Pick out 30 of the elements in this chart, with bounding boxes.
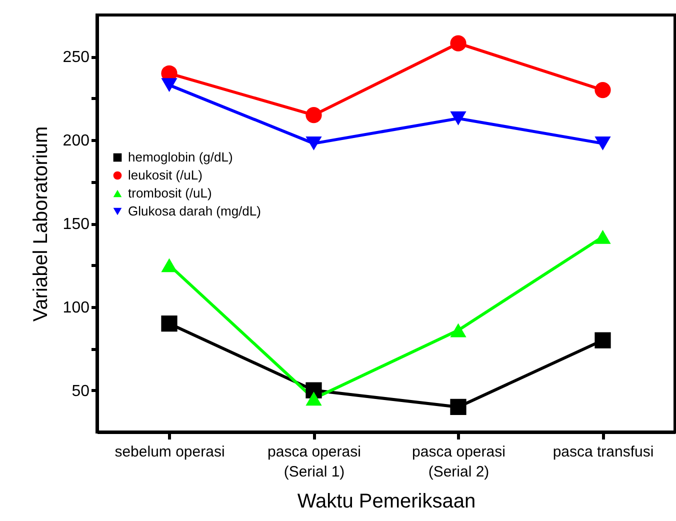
x-tick-label: pasca operasi (Serial 1): [268, 444, 361, 480]
point: [450, 35, 466, 52]
x-tick-label: pasca transfusi: [552, 444, 654, 460]
y-axis-title: Variabel Laboratorium: [30, 126, 52, 322]
point: [594, 332, 611, 348]
x-tick-label: sebelum operasi: [114, 444, 225, 460]
point: [161, 78, 178, 92]
point: [306, 392, 322, 406]
point: [306, 136, 322, 150]
point: [450, 323, 466, 338]
point: [161, 258, 178, 272]
legend-label: leukosit (/uL): [128, 168, 202, 182]
point: [306, 382, 322, 398]
point: [450, 398, 466, 416]
point: [306, 107, 322, 124]
legend-label: trombosit (/uL): [128, 186, 212, 200]
x-tick-label: pasca operasi (Serial 2): [412, 444, 506, 480]
y-tick-label: 150: [62, 216, 90, 233]
y-tick-label: 100: [62, 299, 90, 316]
point: [594, 230, 611, 244]
point: [594, 82, 611, 98]
x-axis-title: Waktu Pemeriksaan: [297, 490, 476, 512]
legend-label: Glukosa darah (mg/dL): [128, 204, 261, 218]
y-tick-label: 250: [62, 49, 90, 66]
legend-label: hemoglobin (g/dL): [128, 150, 233, 164]
y-tick-label: 200: [62, 132, 90, 150]
point: [594, 136, 611, 150]
point: [161, 316, 178, 332]
y-tick-label: 50: [72, 382, 90, 400]
point: [450, 111, 466, 126]
